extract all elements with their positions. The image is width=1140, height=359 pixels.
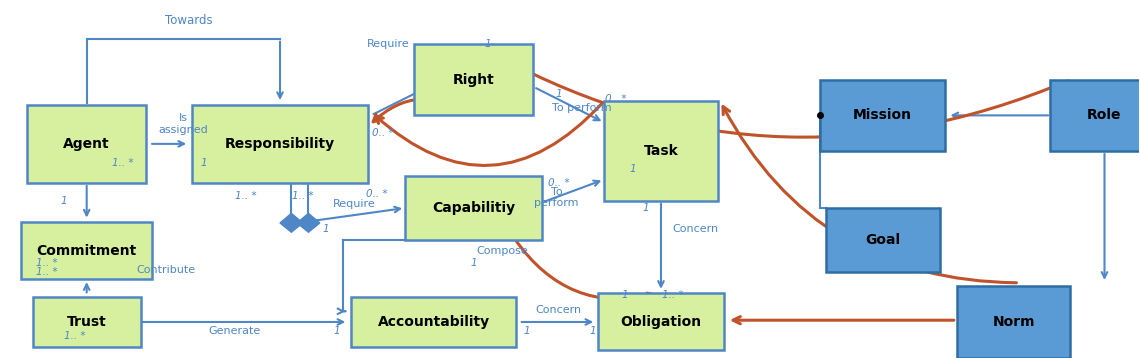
- Polygon shape: [280, 213, 303, 232]
- Text: 1: 1: [484, 39, 491, 49]
- Text: Norm: Norm: [992, 315, 1035, 329]
- Text: Require: Require: [333, 200, 375, 209]
- Text: 0.. *: 0.. *: [366, 189, 388, 199]
- Text: 1.. *: 1.. *: [292, 191, 314, 201]
- FancyBboxPatch shape: [956, 286, 1070, 358]
- FancyBboxPatch shape: [27, 105, 146, 183]
- FancyBboxPatch shape: [22, 222, 152, 279]
- Text: Contribute: Contribute: [137, 265, 196, 275]
- Text: Agent: Agent: [64, 137, 109, 151]
- Text: 1: 1: [629, 164, 636, 174]
- Text: 0.. *: 0.. *: [604, 94, 626, 104]
- FancyBboxPatch shape: [192, 105, 368, 183]
- Text: Concern: Concern: [673, 224, 718, 234]
- Text: 1: 1: [589, 326, 596, 336]
- Text: Right: Right: [453, 73, 495, 87]
- Text: Goal: Goal: [865, 233, 901, 247]
- Text: To perform: To perform: [552, 103, 611, 113]
- Text: Role: Role: [1088, 108, 1122, 122]
- FancyBboxPatch shape: [820, 80, 945, 151]
- FancyBboxPatch shape: [604, 101, 718, 201]
- Text: Concern: Concern: [536, 304, 581, 314]
- FancyBboxPatch shape: [33, 297, 140, 347]
- Text: 1: 1: [643, 203, 650, 213]
- Text: Generate: Generate: [209, 326, 261, 336]
- Text: Accountability: Accountability: [377, 315, 489, 329]
- FancyBboxPatch shape: [825, 208, 939, 272]
- FancyBboxPatch shape: [351, 297, 516, 347]
- Text: Obligation: Obligation: [620, 315, 701, 329]
- Text: 0.. *: 0.. *: [548, 178, 570, 188]
- Text: 1: 1: [323, 224, 328, 234]
- Text: 1.. *: 1.. *: [661, 290, 683, 300]
- Text: 1: 1: [555, 89, 562, 99]
- Text: Responsibility: Responsibility: [225, 137, 335, 151]
- Text: 1: 1: [201, 158, 207, 168]
- Text: 1.. *: 1.. *: [36, 258, 58, 268]
- FancyBboxPatch shape: [405, 176, 542, 240]
- Text: Require: Require: [367, 39, 409, 49]
- Text: 1: 1: [470, 258, 477, 268]
- Text: To
perform: To perform: [535, 187, 579, 208]
- Text: 0.. *: 0.. *: [372, 128, 393, 138]
- Text: Compose: Compose: [475, 246, 528, 256]
- Text: Commitment: Commitment: [36, 244, 137, 258]
- Text: Trust: Trust: [67, 315, 106, 329]
- Text: 1: 1: [523, 326, 530, 336]
- FancyBboxPatch shape: [598, 294, 724, 350]
- Text: 1: 1: [334, 326, 340, 336]
- Text: 1.. *: 1.. *: [235, 191, 256, 201]
- Text: Task: Task: [644, 144, 678, 158]
- Text: Towards: Towards: [165, 14, 213, 28]
- FancyBboxPatch shape: [1050, 80, 1140, 151]
- Text: Is
assigned: Is assigned: [158, 113, 209, 135]
- Polygon shape: [298, 213, 320, 232]
- FancyBboxPatch shape: [414, 44, 534, 115]
- Text: Capabilitiy: Capabilitiy: [432, 201, 515, 215]
- Text: 1: 1: [621, 290, 628, 300]
- Text: 1.. *: 1.. *: [36, 267, 58, 277]
- Text: 1.. *: 1.. *: [112, 158, 133, 168]
- Text: 1.. *: 1.. *: [65, 331, 87, 341]
- Text: Mission: Mission: [853, 108, 912, 122]
- Text: 1: 1: [60, 196, 67, 206]
